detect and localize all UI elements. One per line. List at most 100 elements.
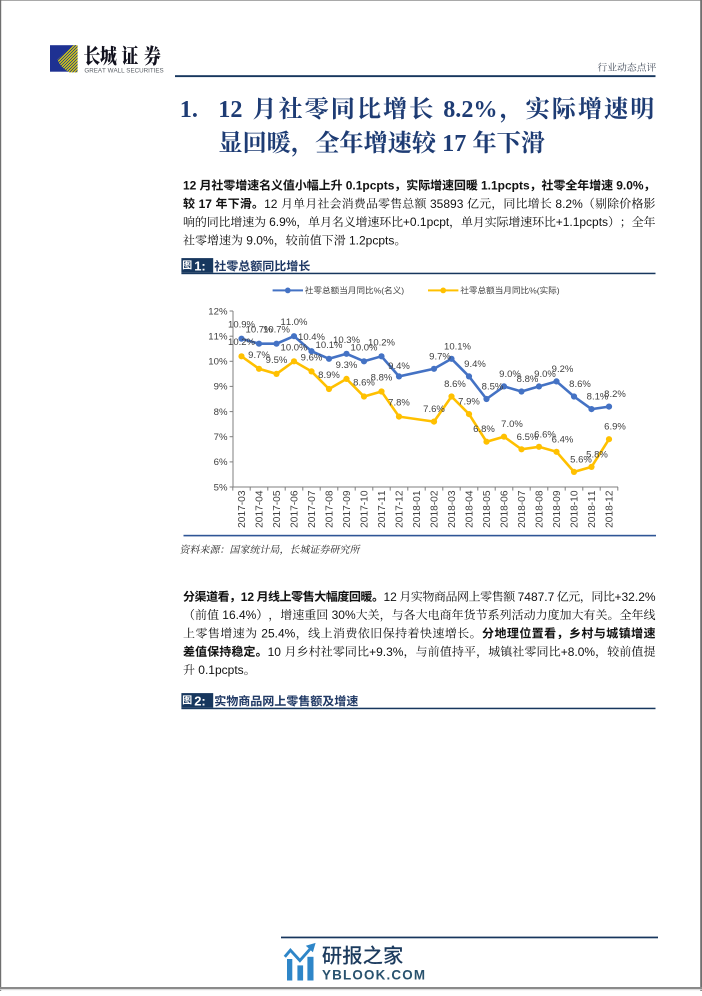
svg-text:10.2%: 10.2% [228, 337, 255, 348]
svg-text:%(: %( [529, 285, 540, 295]
svg-text:5.8%: 5.8% [586, 449, 608, 460]
svg-text:7%: 7% [214, 432, 228, 443]
svg-text:12: 12 [218, 96, 242, 123]
svg-text:10.7%: 10.7% [263, 325, 290, 336]
svg-text:12: 12 [241, 590, 255, 604]
svg-text:8.2%: 8.2% [443, 96, 497, 123]
svg-text:6.4%: 6.4% [552, 434, 574, 445]
svg-text:9.0%: 9.0% [499, 369, 521, 380]
svg-text:0.1pcpts: 0.1pcpts [198, 663, 243, 677]
svg-text:2018-06: 2018-06 [499, 490, 510, 528]
svg-text:6.5%: 6.5% [517, 432, 539, 443]
svg-text:GREAT WALL SECURITIES: GREAT WALL SECURITIES [84, 67, 164, 74]
svg-text:8.8%: 8.8% [517, 374, 539, 385]
svg-text:10.2%: 10.2% [368, 337, 395, 348]
svg-text:17: 17 [442, 130, 466, 157]
svg-text:8.6%: 8.6% [569, 379, 591, 390]
svg-text:2018-02: 2018-02 [429, 490, 440, 528]
svg-text:2:: 2: [194, 693, 206, 708]
svg-text:2018-03: 2018-03 [447, 490, 458, 528]
svg-text:6%: 6% [214, 457, 228, 468]
svg-text:2017-07: 2017-07 [307, 490, 318, 528]
svg-text:2017-10: 2017-10 [359, 490, 370, 528]
svg-text:10.1%: 10.1% [444, 341, 471, 352]
svg-text:9.0%: 9.0% [246, 234, 274, 248]
svg-text:7487.7: 7487.7 [518, 590, 555, 604]
svg-text:7.9%: 7.9% [458, 397, 480, 408]
svg-text:1.: 1. [180, 96, 198, 123]
svg-text:9.7%: 9.7% [429, 351, 451, 362]
svg-text:2017-11: 2017-11 [377, 490, 388, 528]
svg-text:16.4%: 16.4% [222, 608, 256, 622]
svg-text:35893: 35893 [430, 197, 464, 211]
svg-text:+9.3%: +9.3% [369, 645, 404, 659]
svg-text:2017-12: 2017-12 [394, 490, 405, 528]
svg-text:7.8%: 7.8% [388, 398, 410, 409]
svg-text:6.9%: 6.9% [604, 422, 626, 433]
svg-text:8.2%: 8.2% [604, 389, 626, 400]
svg-text:2018-12: 2018-12 [604, 490, 615, 528]
svg-text:9.6%: 9.6% [301, 352, 323, 363]
svg-text:2018-11: 2018-11 [587, 490, 598, 528]
svg-text:10.9%: 10.9% [228, 320, 255, 331]
svg-text:9%: 9% [214, 382, 228, 393]
svg-text:): ) [557, 285, 560, 295]
svg-text:9.5%: 9.5% [266, 355, 288, 366]
svg-text:+0.1pcpt: +0.1pcpt [403, 215, 450, 229]
svg-text:2018-01: 2018-01 [412, 490, 423, 528]
svg-text:8.5%: 8.5% [482, 382, 504, 393]
svg-text:17: 17 [199, 197, 213, 211]
svg-text:12: 12 [264, 197, 278, 211]
svg-text:2017-06: 2017-06 [289, 490, 300, 528]
svg-text:30%: 30% [332, 608, 356, 622]
svg-text:7.0%: 7.0% [501, 419, 523, 430]
svg-text:10%: 10% [208, 357, 228, 368]
svg-text:10.0%: 10.0% [281, 342, 308, 353]
svg-text:2017-03: 2017-03 [237, 490, 248, 528]
svg-text:9.0%: 9.0% [534, 369, 556, 380]
svg-text:1:: 1: [194, 258, 206, 273]
svg-text:12: 12 [183, 179, 197, 193]
svg-text:+8.0%: +8.0% [561, 645, 596, 659]
svg-text:+1.1pcpts: +1.1pcpts [556, 215, 608, 229]
svg-text:10.1%: 10.1% [316, 340, 343, 351]
svg-text:7.6%: 7.6% [423, 404, 445, 415]
svg-text:6.6%: 6.6% [534, 429, 556, 440]
svg-text:2017-05: 2017-05 [272, 490, 283, 528]
svg-text:1.2pcpts: 1.2pcpts [349, 234, 394, 248]
svg-text:YBLOOK.COM: YBLOOK.COM [322, 968, 426, 983]
svg-text:+32.2%: +32.2% [615, 590, 656, 604]
svg-text:11.0%: 11.0% [281, 317, 308, 328]
svg-text:2018-09: 2018-09 [552, 490, 563, 528]
svg-text:10: 10 [268, 645, 282, 659]
svg-text:5.6%: 5.6% [570, 454, 592, 465]
svg-text:2018-05: 2018-05 [482, 490, 493, 528]
svg-text:25.4%: 25.4% [261, 627, 295, 641]
svg-text:%(: %( [374, 285, 385, 295]
svg-text:12%: 12% [208, 306, 228, 317]
svg-text:8.8%: 8.8% [371, 373, 393, 384]
svg-text:8.1%: 8.1% [587, 392, 609, 403]
svg-text:10.3%: 10.3% [333, 335, 360, 346]
svg-text:9.4%: 9.4% [464, 359, 486, 370]
svg-text:2017-04: 2017-04 [254, 490, 265, 528]
svg-text:): ) [401, 285, 404, 295]
svg-text:0.1pcpts: 0.1pcpts [346, 179, 395, 193]
svg-text:8.6%: 8.6% [353, 378, 375, 389]
svg-text:6.9%: 6.9% [269, 215, 297, 229]
svg-text:9.2%: 9.2% [552, 364, 574, 375]
svg-text:8.6%: 8.6% [444, 379, 466, 390]
svg-text:5%: 5% [214, 482, 228, 493]
svg-text:12: 12 [384, 590, 398, 604]
svg-text:8.2%: 8.2% [555, 197, 583, 211]
svg-text:10.7%: 10.7% [246, 325, 273, 336]
svg-text:9.4%: 9.4% [388, 361, 410, 372]
svg-text:2017-08: 2017-08 [324, 490, 335, 528]
svg-text:9.3%: 9.3% [336, 360, 358, 371]
svg-text:9.0%: 9.0% [616, 179, 644, 193]
svg-text:11%: 11% [208, 332, 228, 343]
svg-text:2018-04: 2018-04 [464, 490, 475, 528]
svg-text:1.1pcpts: 1.1pcpts [481, 179, 530, 193]
svg-text:2017-09: 2017-09 [342, 490, 353, 528]
svg-text:10.4%: 10.4% [298, 332, 325, 343]
